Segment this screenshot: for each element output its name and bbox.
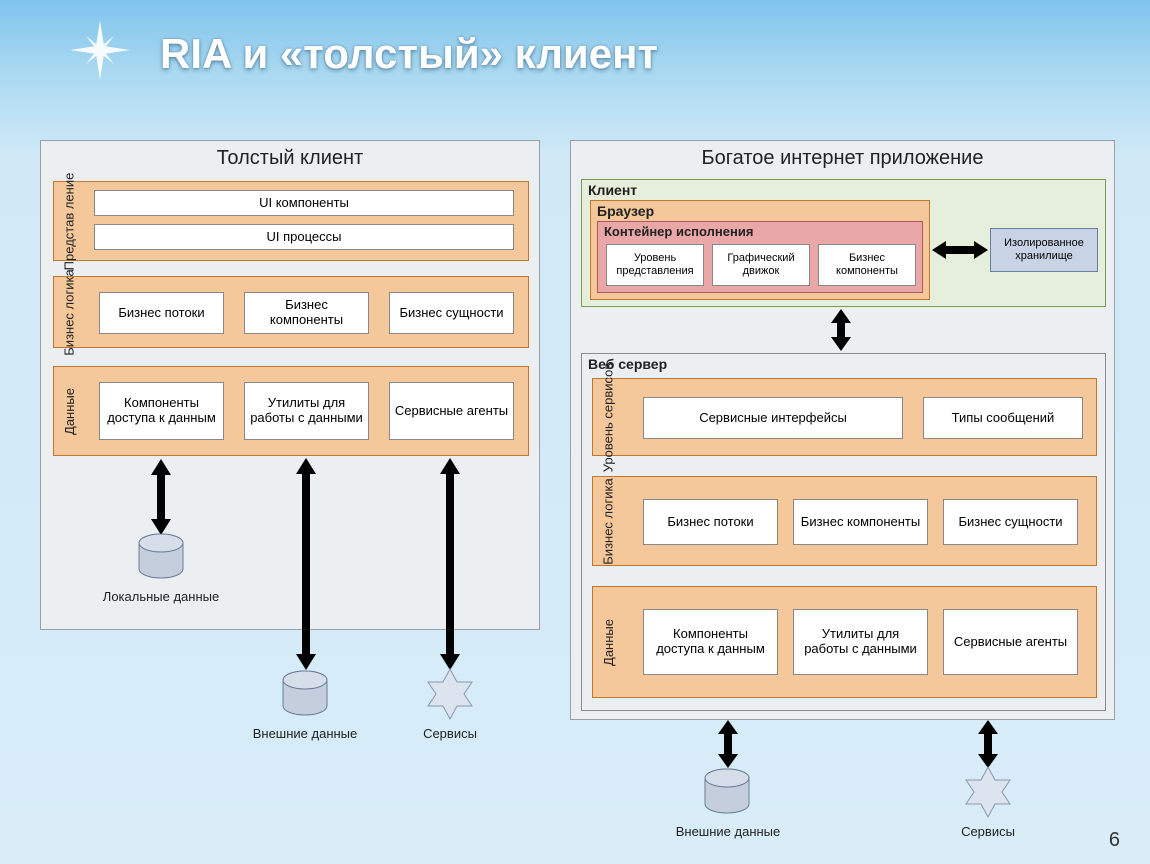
box-ws-data-utils: Утилиты для работы с данными [793,609,928,675]
arrow-external-data-left [294,458,318,670]
box-data-utils: Утилиты для работы с данными [244,382,369,440]
box-container-title: Контейнер исполнения [604,224,753,239]
box-ws-data-access: Компоненты доступа к данным [643,609,778,675]
cylinder-external-data-right-icon [702,768,752,818]
box-message-types: Типы сообщений [923,397,1083,439]
layer-presentation-label: Представ ление [54,182,84,260]
box-service-interfaces: Сервисные интерфейсы [643,397,903,439]
label-local-data: Локальные данные [101,589,221,604]
box-webserver: Веб сервер Уровень сервисов Сервисные ин… [581,353,1106,711]
layer-data-label: Данные [54,367,84,455]
layer-business: Бизнес логика Бизнес потоки Бизнес компо… [53,276,529,348]
box-ui-components: UI компоненты [94,190,514,216]
layer-ws-data-label: Данные [593,587,623,697]
arrow-browser-storage [932,240,988,260]
page-number: 6 [1109,829,1120,852]
layer-data: Данные Компоненты доступа к данным Утили… [53,366,529,456]
box-data-access: Компоненты доступа к данным [99,382,224,440]
box-graphics-engine: Графический движок [712,244,810,286]
box-ws-biz-flows: Бизнес потоки [643,499,778,545]
box-ui-processes: UI процессы [94,224,514,250]
panel-thick-client-title: Толстый клиент [41,141,539,176]
box-business-flows: Бизнес потоки [99,292,224,334]
box-client-title: Клиент [588,182,637,198]
arrow-services-right [976,720,1000,768]
arrow-local-data [149,459,173,535]
arrow-client-webserver [829,309,853,351]
layer-business-label: Бизнес логика [54,277,84,347]
label-services-right: Сервисы [948,824,1028,839]
layer-ws-data: Данные Компоненты доступа к данным Утили… [592,586,1097,698]
sparkle-icon [70,20,130,80]
box-ws-biz-components: Бизнес компоненты [793,499,928,545]
panel-thick-client: Толстый клиент Представ ление UI компоне… [40,140,540,630]
label-services-left: Сервисы [410,726,490,741]
cylinder-external-data-left-icon [280,670,330,720]
box-ws-biz-entities: Бизнес сущности [943,499,1078,545]
box-browser: Браузер Контейнер исполнения Уровень пре… [590,200,930,300]
box-browser-title: Браузер [597,203,654,219]
cylinder-local-data-icon [136,533,186,583]
label-external-data-left: Внешние данные [245,726,365,741]
box-presentation-level: Уровень представления [606,244,704,286]
box-container: Контейнер исполнения Уровень представлен… [597,221,923,293]
label-external-data-right: Внешние данные [668,824,788,839]
star-services-right-icon [962,766,1014,818]
layer-presentation: Представ ление UI компоненты UI процессы [53,181,529,261]
box-isolated-storage: Изолированное хранилище [990,228,1098,272]
panel-ria: Богатое интернет приложение Клиент Брауз… [570,140,1115,720]
box-client: Клиент Браузер Контейнер исполнения Уров… [581,179,1106,307]
layer-ws-business: Бизнес логика Бизнес потоки Бизнес компо… [592,476,1097,566]
layer-ws-services-label: Уровень сервисов [593,379,623,455]
box-business-entities: Бизнес сущности [389,292,514,334]
slide-title: RIA и «толстый» клиент [160,30,658,78]
box-biz-components-client: Бизнес компоненты [818,244,916,286]
layer-ws-services: Уровень сервисов Сервисные интерфейсы Ти… [592,378,1097,456]
layer-ws-business-label: Бизнес логика [593,477,623,565]
box-service-agents: Сервисные агенты [389,382,514,440]
star-services-left-icon [424,668,476,720]
box-business-components: Бизнес компоненты [244,292,369,334]
box-ws-service-agents: Сервисные агенты [943,609,1078,675]
arrow-services-left [438,458,462,670]
arrow-external-data-right [716,720,740,768]
panel-ria-title: Богатое интернет приложение [571,141,1114,176]
